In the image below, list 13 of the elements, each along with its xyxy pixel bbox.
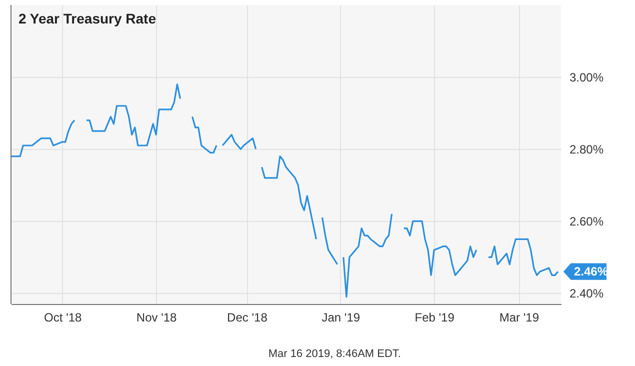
y-tick-label: 2.60% [570, 214, 604, 229]
x-tick-label: Feb '19 [414, 310, 455, 324]
x-tick-label: Nov '18 [136, 310, 178, 324]
chart-title: 2 Year Treasury Rate [18, 10, 156, 26]
x-tick-label: Dec '18 [227, 310, 268, 324]
text: Mar 16 2019, 8:46AM EDT. [268, 348, 401, 360]
y-tick-label: 2.80% [570, 142, 604, 157]
y-tick-label: 3.00% [570, 70, 604, 85]
y-tick-label: 2.40% [570, 286, 604, 301]
x-tick-label: Mar '19 [499, 310, 540, 324]
x-tick-label: Oct '18 [44, 310, 82, 324]
x-tick-label: Jan '19 [322, 310, 360, 324]
annotation: 2.46% [574, 264, 608, 279]
